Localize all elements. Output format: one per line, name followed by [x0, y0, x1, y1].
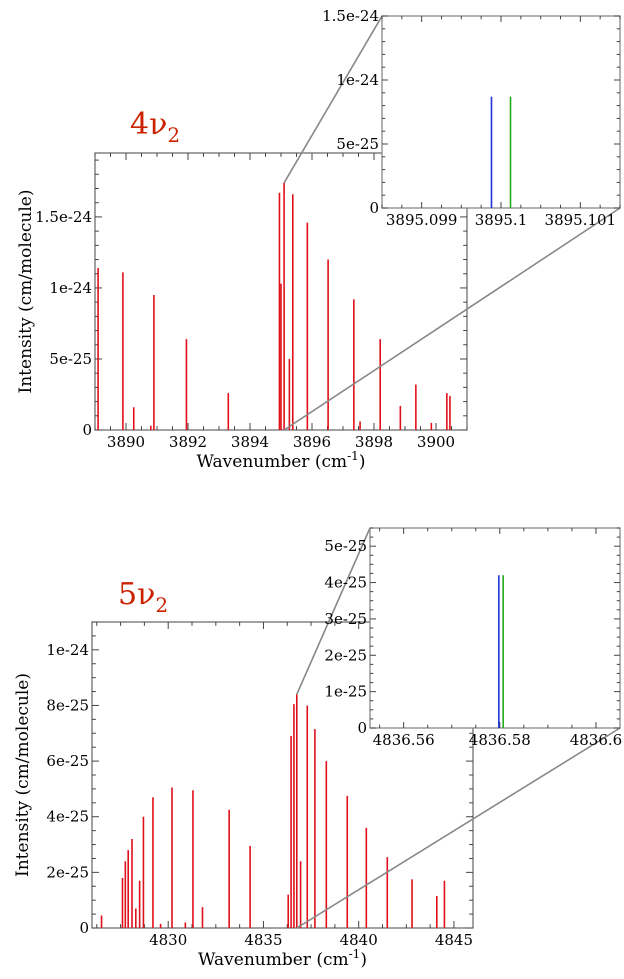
- x-tick-label: 3890: [107, 433, 145, 451]
- x-tick-label: 4830: [149, 931, 187, 949]
- x-tick-label: 4836.58: [469, 731, 531, 749]
- y-tick-label: 5e-25: [49, 350, 92, 368]
- x-axis-title: Wavenumber (cm-1): [197, 449, 366, 472]
- y-tick-label: 6e-25: [46, 752, 89, 770]
- y-tick-label: 0: [79, 919, 89, 937]
- 5v2-main-axes: 4830 4835 4840 4845 0 2e-25 4e-25 6e-25 8e-25 1e-…: [46, 621, 474, 949]
- y-tick-label: 0: [82, 421, 92, 439]
- 5v2-inset-lines: [498, 575, 504, 728]
- y-tick-label: 0: [357, 719, 367, 737]
- zoom-connector-line: [296, 527, 371, 695]
- x-tick-label: 4836.56: [373, 731, 435, 749]
- zoom-connector-line: [283, 15, 383, 184]
- y-axis-title: Intensity (cm/molecule): [16, 190, 36, 394]
- 5v2-inset-axes: 4836.56 4836.58 4836.6 0 1e-25 2e-25 3e-25 4e-2…: [324, 527, 623, 749]
- y-tick-label: 3e-25: [324, 610, 367, 628]
- x-tick-label: 3900: [417, 433, 455, 451]
- 4v2-inset-lines: [490, 96, 512, 208]
- y-tick-label: 2e-25: [324, 646, 367, 664]
- 4v2-main-axes: 3890 3892 3894 3896 3898 3900 0 5e-25 1e-24 1.5e-…: [35, 152, 468, 451]
- y-tick-label: 1e-24: [49, 279, 92, 297]
- x-tick-label: 3895.1: [475, 211, 528, 229]
- x-tick-label: 3894: [231, 433, 269, 451]
- y-tick-label: 4e-25: [46, 808, 89, 826]
- y-tick-label: 0: [369, 199, 379, 217]
- y-tick-label: 8e-25: [46, 696, 89, 714]
- zoom-connector-line: [296, 727, 621, 929]
- 4v2-main-lines: [97, 182, 451, 430]
- y-tick-label: 5e-25: [336, 135, 379, 153]
- band-label: 5ν2: [118, 577, 168, 617]
- y-tick-label: 1e-24: [336, 71, 379, 89]
- y-tick-label: 2e-25: [46, 863, 89, 881]
- x-tick-label: 3898: [355, 433, 393, 451]
- 4v2-inset-axes: 3895.099 3895.1 3895.101 0 5e-25 1e-24 1.5e-24: [322, 7, 621, 229]
- x-tick-label: 4840: [340, 931, 378, 949]
- 5v2-main-lines: [100, 694, 446, 928]
- y-axis-title: Intensity (cm/molecule): [13, 673, 33, 877]
- zoom-connector-line: [283, 207, 621, 431]
- plot-frame: [381, 15, 621, 209]
- y-tick-label: 5e-25: [324, 537, 367, 555]
- x-tick-label: 3892: [169, 433, 207, 451]
- x-tick-label: 3895.099: [386, 211, 458, 229]
- x-tick-label: 4835: [244, 931, 282, 949]
- x-tick-label: 3895.101: [545, 211, 617, 229]
- x-tick-label: 4836.6: [570, 731, 623, 749]
- band-label: 4ν2: [130, 107, 180, 147]
- y-tick-label: 1.5e-24: [35, 208, 92, 226]
- y-tick-label: 1.5e-24: [322, 7, 379, 25]
- y-tick-label: 1e-24: [46, 641, 89, 659]
- y-tick-label: 4e-25: [324, 574, 367, 592]
- y-tick-label: 1e-25: [324, 683, 367, 701]
- x-tick-label: 3896: [293, 433, 331, 451]
- plot-frame: [369, 527, 621, 729]
- x-tick-label: 4845: [435, 931, 473, 949]
- x-axis-title: Wavenumber (cm-1): [198, 947, 367, 970]
